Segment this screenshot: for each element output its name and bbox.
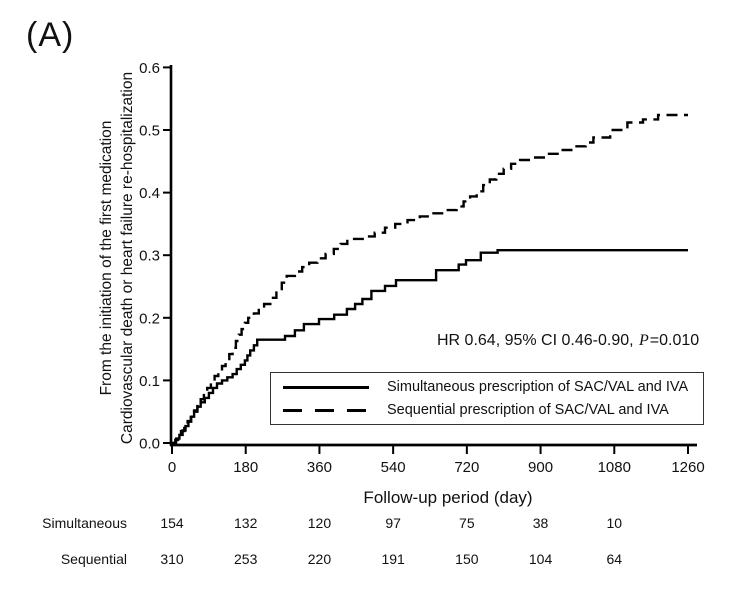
y-tick-label: 0.2 [139, 310, 160, 327]
legend-entry-simultaneous: Simultaneous prescription of SAC/VAL and… [283, 378, 703, 396]
risk-count: 132 [234, 515, 258, 531]
y-tick-label: 0.3 [139, 248, 160, 265]
risk-count: 104 [528, 551, 553, 567]
x-tick-label: 1080 [598, 459, 631, 476]
x-tick-label: 900 [528, 459, 553, 476]
risk-row-label-sequential: Sequential [60, 551, 127, 567]
legend-label-simultaneous: Simultaneous prescription of SAC/VAL and… [387, 379, 689, 395]
solid-line-sample [283, 385, 369, 389]
y-tick-label: 0.5 [139, 123, 160, 140]
y-tick-label: 0.0 [139, 436, 160, 453]
hr-annotation-prefix: HR 0.64, 95% CI 0.46-0.90, [437, 332, 638, 349]
risk-count: 64 [606, 551, 623, 567]
risk-count: 38 [532, 515, 549, 531]
hr-annotation-p: P [639, 332, 649, 349]
x-tick-label: 540 [381, 459, 406, 476]
x-tick-label: 180 [233, 459, 258, 476]
risk-count: 220 [307, 551, 332, 567]
y-tick-label: 0.4 [139, 185, 160, 202]
x-tick-label: 1260 [671, 459, 704, 476]
risk-count: 97 [385, 515, 401, 531]
hazard-ratio-annotation: HR 0.64, 95% CI 0.46-0.90, P=0.010 [437, 332, 699, 350]
risk-count: 75 [459, 515, 475, 531]
risk-count: 10 [606, 515, 623, 531]
x-axis-title: Follow-up period (day) [363, 488, 533, 507]
panel-label: (A) [26, 16, 75, 54]
legend-entry-sequential: Sequential prescription of SAC/VAL and I… [283, 401, 703, 419]
risk-count: 191 [381, 551, 405, 567]
legend-label-sequential: Sequential prescription of SAC/VAL and I… [387, 402, 669, 418]
x-tick-label: 0 [168, 459, 176, 476]
risk-count: 310 [160, 551, 184, 567]
risk-count: 154 [160, 515, 184, 531]
legend-box: Simultaneous prescription of SAC/VAL and… [270, 372, 704, 425]
y-tick-label: 0.6 [139, 60, 160, 77]
x-tick-label: 720 [454, 459, 479, 476]
sequential-curve [172, 113, 688, 445]
x-tick-label: 360 [307, 459, 332, 476]
risk-row-label-simultaneous: Simultaneous [42, 515, 127, 531]
y-tick-label: 0.1 [139, 373, 160, 390]
simultaneous-curve [172, 249, 688, 445]
risk-count: 120 [307, 515, 332, 531]
dashed-line-sample [283, 408, 369, 412]
risk-count: 150 [455, 551, 479, 567]
hr-annotation-suffix: =0.010 [649, 332, 700, 349]
risk-count: 253 [234, 551, 258, 567]
